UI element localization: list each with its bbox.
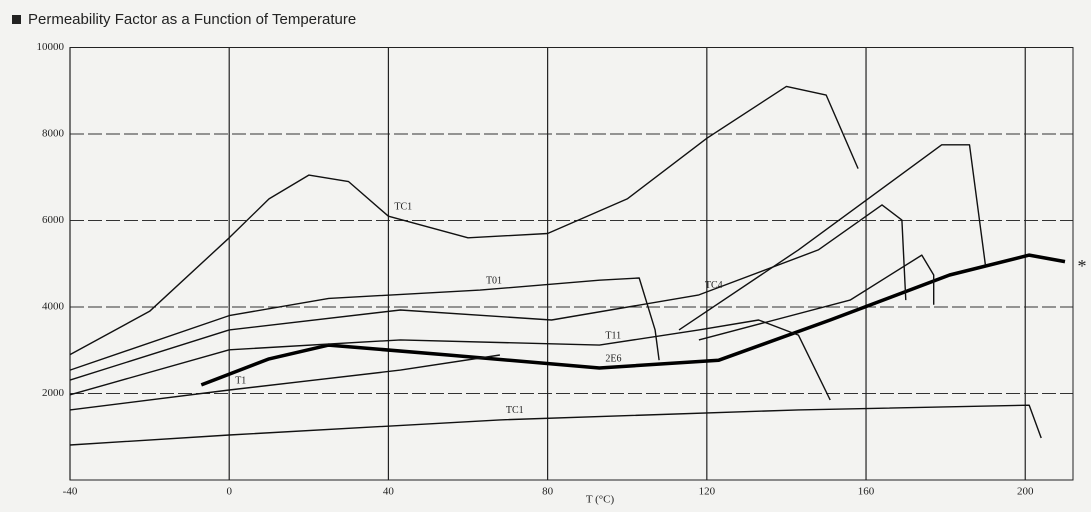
x-tick-label: -40: [63, 486, 78, 498]
chart: Permeability Factor as a Function of Tem…: [0, 0, 1091, 512]
series-line: [70, 278, 659, 370]
series-label: 2E6: [605, 353, 621, 364]
series-line: [70, 205, 906, 380]
x-tick-label: 160: [858, 486, 875, 498]
series-label: TC4: [705, 280, 723, 291]
chart-title: Permeability Factor as a Function of Tem…: [28, 11, 356, 28]
x-tick-label: 0: [226, 486, 232, 498]
series-label: T1: [235, 375, 246, 386]
y-tick-label: 2000: [42, 387, 65, 399]
x-tick-label: 200: [1017, 486, 1034, 498]
annotation: *: [1078, 256, 1087, 276]
x-tick-label: 120: [699, 486, 716, 498]
series-line: [70, 355, 500, 410]
series-line: [679, 145, 985, 330]
plot-frame: [70, 48, 1073, 481]
series-line: [699, 255, 934, 340]
y-tick-label: 6000: [42, 214, 65, 226]
series-line: [201, 255, 1065, 385]
y-tick-label: 10000: [37, 41, 65, 53]
series-label: TC1: [394, 201, 412, 212]
series-label: TC1: [506, 405, 524, 416]
series-label: T01: [486, 275, 502, 286]
series-label: T11: [605, 330, 621, 341]
y-tick-label: 8000: [42, 128, 65, 140]
x-tick-label: 80: [542, 486, 554, 498]
y-tick-label: 4000: [42, 301, 65, 313]
x-axis-label: T (°C): [586, 494, 615, 506]
title-bullet: [12, 15, 21, 24]
series-line: [70, 405, 1041, 445]
x-tick-label: 40: [383, 486, 395, 498]
